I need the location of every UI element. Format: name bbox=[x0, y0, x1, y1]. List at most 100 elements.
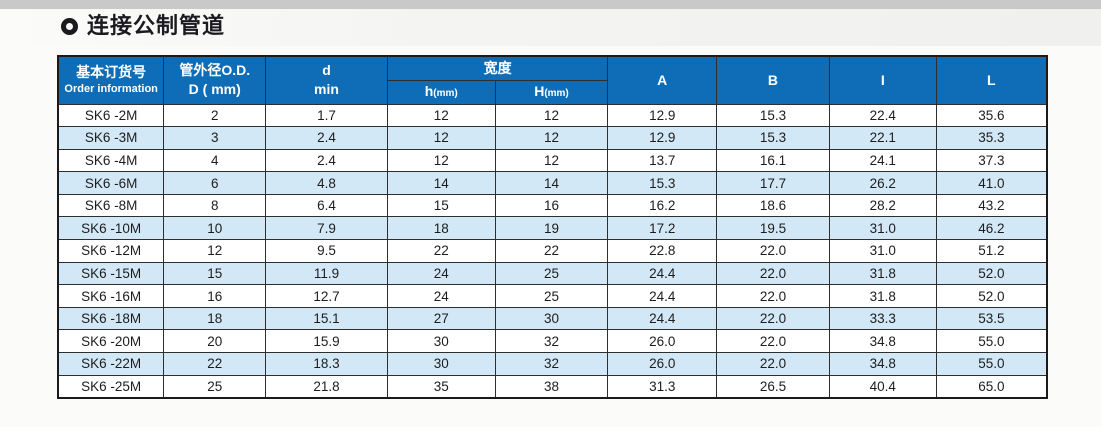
value-cell: 30 bbox=[386, 329, 496, 354]
value-cell: 34.8 bbox=[828, 329, 937, 354]
table-row: SK6 -10M 10 7.9 18 19 17.2 19.5 31.0 46.2 bbox=[57, 216, 1048, 241]
value-cell: 24.1 bbox=[828, 148, 937, 173]
table-row: SK6 -4M 4 2.4 12 12 13.7 16.1 24.1 37.3 bbox=[57, 148, 1048, 173]
header-order-zh: 基本订货号 bbox=[76, 64, 147, 81]
value-cell: 2.4 bbox=[265, 148, 388, 173]
header-d-min: d min bbox=[265, 55, 388, 105]
value-cell: 24.4 bbox=[607, 284, 718, 308]
value-cell: 12 bbox=[386, 103, 496, 128]
value-cell: 18.6 bbox=[716, 193, 830, 218]
order-code-cell: SK6 -18M bbox=[57, 306, 165, 331]
value-cell: 7.9 bbox=[265, 216, 388, 241]
header-d-label: d bbox=[322, 62, 331, 79]
value-cell: 16 bbox=[163, 284, 267, 308]
value-cell: 12.9 bbox=[607, 103, 718, 128]
value-cell: 6.4 bbox=[265, 193, 388, 218]
value-cell: 11.9 bbox=[265, 261, 388, 286]
header-col-l: L bbox=[935, 55, 1048, 105]
value-cell: 41.0 bbox=[935, 171, 1048, 195]
value-cell: 35.3 bbox=[935, 126, 1048, 150]
header-width-group: 宽度 bbox=[386, 55, 609, 81]
table-row: SK6 -18M 18 15.1 27 30 24.4 22.0 33.3 53.5 bbox=[57, 306, 1048, 331]
value-cell: 30 bbox=[494, 306, 609, 331]
header-col-h-large: H(mm) bbox=[494, 79, 609, 105]
value-cell: 12.9 bbox=[607, 126, 718, 150]
value-cell: 16 bbox=[494, 193, 609, 218]
value-cell: 22.0 bbox=[716, 352, 830, 376]
order-code-cell: SK6 -10M bbox=[57, 216, 165, 241]
order-code-cell: SK6 -25M bbox=[57, 374, 165, 399]
value-cell: 31.0 bbox=[828, 216, 937, 241]
value-cell: 19.5 bbox=[716, 216, 830, 241]
header-order-en: Order information bbox=[64, 82, 158, 95]
table-row: SK6 -15M 15 11.9 24 25 24.4 22.0 31.8 52.0 bbox=[57, 261, 1048, 286]
value-cell: 37.3 bbox=[935, 148, 1048, 173]
order-code-cell: SK6 -2M bbox=[57, 103, 165, 128]
value-cell: 17.2 bbox=[607, 216, 718, 241]
value-cell: 12 bbox=[386, 126, 496, 150]
table-row: SK6 -12M 12 9.5 22 22 22.8 22.0 31.0 51.2 bbox=[57, 239, 1048, 263]
value-cell: 31.3 bbox=[607, 374, 718, 399]
header-col-a: A bbox=[607, 55, 718, 105]
table-row: SK6 -3M 3 2.4 12 12 12.9 15.3 22.1 35.3 bbox=[57, 126, 1048, 150]
value-cell: 25 bbox=[494, 261, 609, 286]
value-cell: 4 bbox=[163, 148, 267, 173]
spec-table-body: SK6 -2M 2 1.7 12 12 12.9 15.3 22.4 35.6 SK6 -3M 3 2… bbox=[57, 103, 1048, 399]
table-row: SK6 -22M 22 18.3 30 32 26.0 22.0 34.8 55.0 bbox=[57, 352, 1048, 376]
value-cell: 22.0 bbox=[716, 284, 830, 308]
h-label: h bbox=[424, 83, 434, 100]
value-cell: 46.2 bbox=[935, 216, 1048, 241]
value-cell: 34.8 bbox=[828, 352, 937, 376]
value-cell: 22 bbox=[386, 239, 496, 263]
circle-ring-icon bbox=[61, 17, 78, 35]
value-cell: 15.3 bbox=[716, 126, 830, 150]
table-row: SK6 -6M 6 4.8 14 14 15.3 17.7 26.2 41.0 bbox=[57, 171, 1048, 195]
table-row: SK6 -16M 16 12.7 24 25 24.4 22.0 31.8 52.0 bbox=[57, 284, 1048, 308]
value-cell: 18 bbox=[163, 306, 267, 331]
order-code-cell: SK6 -8M bbox=[57, 193, 165, 218]
value-cell: 16.2 bbox=[607, 193, 718, 218]
value-cell: 31.8 bbox=[828, 284, 937, 308]
value-cell: 22 bbox=[163, 352, 267, 376]
value-cell: 25 bbox=[494, 284, 609, 308]
value-cell: 24.4 bbox=[607, 306, 718, 331]
h-unit: (mm) bbox=[433, 88, 458, 100]
header-od-unit: D ( mm) bbox=[188, 80, 241, 97]
H-unit: (mm) bbox=[544, 88, 569, 100]
order-code-cell: SK6 -4M bbox=[57, 148, 165, 173]
value-cell: 16.1 bbox=[716, 148, 830, 173]
value-cell: 14 bbox=[386, 171, 496, 195]
value-cell: 52.0 bbox=[935, 261, 1048, 286]
value-cell: 33.3 bbox=[828, 306, 937, 331]
value-cell: 12 bbox=[386, 148, 496, 173]
value-cell: 4.8 bbox=[265, 171, 388, 195]
value-cell: 19 bbox=[494, 216, 609, 241]
H-label: H bbox=[534, 83, 545, 100]
value-cell: 15.3 bbox=[607, 171, 718, 195]
table-header: 基本订货号 Order information 管外径O.D. D ( mm) … bbox=[57, 55, 1048, 105]
spec-table: 基本订货号 Order information 管外径O.D. D ( mm) … bbox=[57, 55, 1048, 399]
value-cell: 24.4 bbox=[607, 261, 718, 286]
value-cell: 18.3 bbox=[265, 352, 388, 376]
value-cell: 32 bbox=[494, 352, 609, 376]
value-cell: 55.0 bbox=[935, 329, 1048, 354]
value-cell: 12 bbox=[163, 239, 267, 263]
value-cell: 31.8 bbox=[828, 261, 937, 286]
value-cell: 21.8 bbox=[265, 374, 388, 399]
value-cell: 12 bbox=[494, 103, 609, 128]
value-cell: 40.4 bbox=[828, 374, 937, 399]
value-cell: 15 bbox=[163, 261, 267, 286]
value-cell: 53.5 bbox=[935, 306, 1048, 331]
value-cell: 43.2 bbox=[935, 193, 1048, 218]
order-code-cell: SK6 -16M bbox=[57, 284, 165, 308]
section-title: 连接公制管道 bbox=[87, 13, 226, 38]
value-cell: 22.0 bbox=[716, 306, 830, 331]
value-cell: 15 bbox=[386, 193, 496, 218]
value-cell: 8 bbox=[163, 193, 267, 218]
value-cell: 24 bbox=[386, 284, 496, 308]
value-cell: 15.9 bbox=[265, 329, 388, 354]
value-cell: 1.7 bbox=[265, 103, 388, 128]
value-cell: 10 bbox=[163, 216, 267, 241]
value-cell: 26.2 bbox=[828, 171, 937, 195]
order-code-cell: SK6 -22M bbox=[57, 352, 165, 376]
